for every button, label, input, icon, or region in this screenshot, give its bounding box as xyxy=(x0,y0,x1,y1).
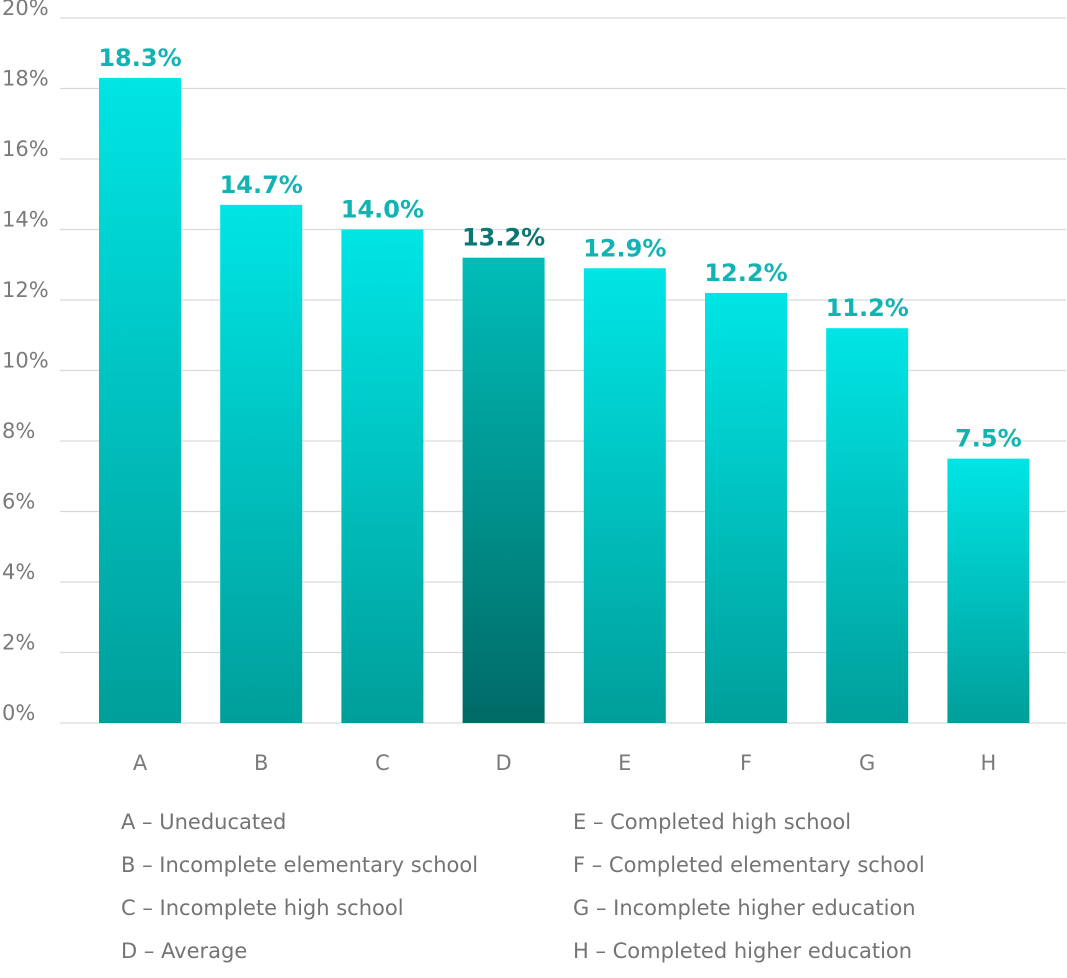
x-tick-label-g: G xyxy=(859,751,875,775)
x-tick-label-d: D xyxy=(496,751,512,775)
x-tick-label-a: A xyxy=(133,751,148,775)
x-tick-label-e: E xyxy=(618,751,631,775)
data-label-h: 7.5% xyxy=(955,425,1022,453)
legend-item-b: B – Incomplete elementary school xyxy=(121,853,479,877)
data-label-f: 12.2% xyxy=(704,259,787,287)
legend-item-a: A – Uneducated xyxy=(121,810,287,834)
bar-h xyxy=(947,458,1030,723)
y-tick-label: 6% xyxy=(2,490,35,514)
legend: A – Uneducated E – Completed high school… xyxy=(121,806,1021,978)
x-tick-label-c: C xyxy=(375,751,390,775)
y-tick-label: 18% xyxy=(2,67,49,91)
bar-c xyxy=(341,229,424,723)
data-label-g: 11.2% xyxy=(826,294,909,322)
bar-g xyxy=(826,328,909,723)
x-axis-ticks: A B C D E F G H xyxy=(133,751,996,775)
bars xyxy=(99,77,1030,724)
bar-chart: 0%2%4%6%8%10%12%14%16%18%20% 18.3%14.7%1… xyxy=(2,0,1066,775)
y-tick-label: 20% xyxy=(2,0,49,20)
bar-f xyxy=(705,292,787,723)
y-tick-label: 0% xyxy=(2,701,35,725)
x-tick-label-h: H xyxy=(981,751,997,775)
y-tick-label: 16% xyxy=(2,137,49,161)
y-tick-label: 8% xyxy=(2,419,35,443)
y-tick-label: 14% xyxy=(2,208,49,232)
y-tick-label: 4% xyxy=(2,560,35,584)
data-label-e: 12.9% xyxy=(583,234,666,262)
legend-item-g: G – Incomplete higher education xyxy=(573,896,916,920)
legend-item-f: F – Completed elementary school xyxy=(573,853,925,877)
legend-item-h: H – Completed higher education xyxy=(573,939,913,963)
bar-d xyxy=(462,257,545,723)
legend-item-e: E – Completed high school xyxy=(573,810,852,834)
data-label-c: 14.0% xyxy=(341,196,424,224)
bar-b xyxy=(220,204,303,723)
bar-a xyxy=(99,77,181,724)
data-label-d: 13.2% xyxy=(462,224,545,252)
legend-item-d: D – Average xyxy=(121,939,248,963)
y-tick-label: 10% xyxy=(2,349,49,373)
bar-e xyxy=(583,268,666,723)
data-labels: 18.3% 14.7% 14.0% 13.2% 12.9% 12.2% 11.2% 7.5% xyxy=(98,44,1021,453)
x-tick-label-b: B xyxy=(254,751,268,775)
data-label-b: 14.7% xyxy=(220,171,303,199)
y-tick-label: 12% xyxy=(2,278,49,302)
y-tick-label: 2% xyxy=(2,631,35,655)
legend-item-c: C – Incomplete high school xyxy=(121,896,404,920)
data-label-a: 18.3% xyxy=(98,44,181,72)
x-tick-label-f: F xyxy=(740,751,752,775)
grid-lines: 0% 2% 4% 6% 8% 10% 12% 14% 16% 18% 20% xyxy=(2,0,1066,725)
